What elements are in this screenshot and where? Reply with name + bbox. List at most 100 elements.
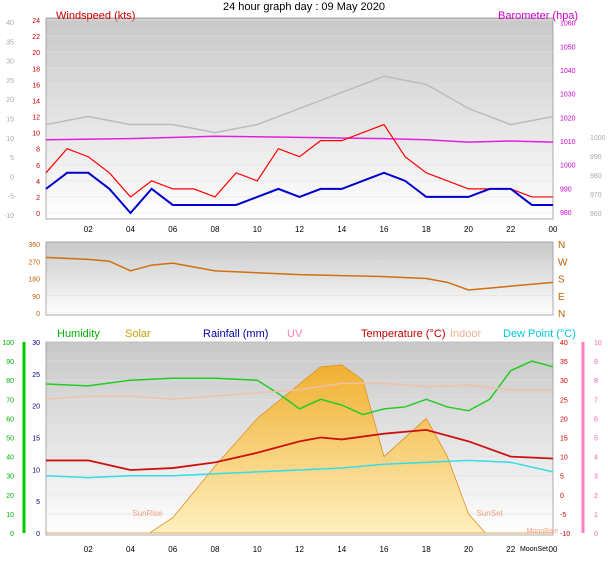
temperature-tick: -10 <box>560 531 570 538</box>
barometer-tick: 1060 <box>560 21 576 28</box>
x-tick: 16 <box>380 545 389 554</box>
temperature-tick: 40 <box>560 340 568 347</box>
temperature-tick: 30 <box>560 378 568 385</box>
uv-tick: 5 <box>594 436 598 443</box>
rainfall-tick: 30 <box>32 340 40 347</box>
humidity-tick: 20 <box>6 493 14 500</box>
humidity-tick: 0 <box>10 531 14 538</box>
windspeed-tick: 20 <box>32 50 40 57</box>
moonrise-label: MoonRise <box>527 528 559 535</box>
x-tick: 10 <box>253 225 262 234</box>
uv-tick: 4 <box>594 455 598 462</box>
x-tick: 12 <box>295 545 304 554</box>
windspeed-tick: 18 <box>32 66 40 73</box>
windspeed-tick: 14 <box>32 98 40 105</box>
uv-tick: 3 <box>594 474 598 481</box>
direction-degree-tick: 360 <box>28 242 40 249</box>
barometer-grey-tick: 1000 <box>590 135 606 142</box>
direction-degree-tick: 270 <box>28 259 40 266</box>
temperature-tick: 0 <box>560 493 564 500</box>
uv-tick: 0 <box>594 531 598 538</box>
sunset-label: SunSet <box>477 509 504 518</box>
uv-tick: 1 <box>594 512 598 519</box>
legend-label: Temperature (°C) <box>361 328 445 340</box>
x-tick: 14 <box>337 545 346 554</box>
compass-tick: W <box>558 257 568 268</box>
humidity-tick: 60 <box>6 416 14 423</box>
x-tick: 02 <box>84 225 93 234</box>
x-tick: 08 <box>211 225 220 234</box>
humidity-tick: 30 <box>6 474 14 481</box>
temperature-tick: -5 <box>560 512 566 519</box>
temperature-tick: 25 <box>560 397 568 404</box>
barometer-tick: 1050 <box>560 44 576 51</box>
legend-label: Solar <box>125 328 151 340</box>
rainfall-tick: 5 <box>36 499 40 506</box>
humidity-tick: 40 <box>6 455 14 462</box>
uv-tick: 7 <box>594 397 598 404</box>
gust-tick: 40 <box>6 20 14 27</box>
graph-title: 24 hour graph day : 09 May 2020 <box>223 1 385 13</box>
gust-tick: 5 <box>10 155 14 162</box>
compass-tick: E <box>558 292 565 303</box>
compass-tick: N <box>558 309 565 320</box>
barometer-tick: 980 <box>560 210 572 217</box>
legend-label: Rainfall (mm) <box>203 328 268 340</box>
direction-degree-tick: 90 <box>32 294 40 301</box>
uv-tick: 9 <box>594 359 598 366</box>
barometer-tick: 1010 <box>560 139 576 146</box>
x-tick: 06 <box>168 225 177 234</box>
windspeed-tick: 4 <box>36 179 40 186</box>
gust-tick: 35 <box>6 39 14 46</box>
windspeed-tick: 12 <box>32 115 40 122</box>
windspeed-tick: 24 <box>32 18 40 25</box>
legend-label: Dew Point (°C) <box>503 328 576 340</box>
humidity-tick: 10 <box>6 512 14 519</box>
gust-tick: 30 <box>6 59 14 66</box>
gust-tick: -5 <box>8 194 14 201</box>
gust-tick: 15 <box>6 117 14 124</box>
rainfall-tick: 10 <box>32 467 40 474</box>
uv-tick: 10 <box>594 340 602 347</box>
barometer-tick: 1040 <box>560 68 576 75</box>
x-tick: 06 <box>168 545 177 554</box>
temperature-tick: 20 <box>560 416 568 423</box>
x-tick: 00 <box>549 545 558 554</box>
barometer-tick: 1000 <box>560 163 576 170</box>
humidity-tick: 50 <box>6 436 14 443</box>
x-tick: 12 <box>295 225 304 234</box>
humidity-tick: 70 <box>6 397 14 404</box>
x-tick: 02 <box>84 545 93 554</box>
legend-label: UV <box>287 328 303 340</box>
gust-tick: 20 <box>6 97 14 104</box>
barometer-grey-tick: 990 <box>590 154 602 161</box>
uv-tick: 6 <box>594 416 598 423</box>
direction-degree-tick: 180 <box>28 277 40 284</box>
legend-label: Humidity <box>57 328 100 340</box>
x-tick: 08 <box>211 545 220 554</box>
rainfall-tick: 0 <box>36 531 40 538</box>
rainfall-tick: 20 <box>32 404 40 411</box>
windspeed-tick: 22 <box>32 34 40 41</box>
windspeed-tick: 8 <box>36 147 40 154</box>
uv-tick: 8 <box>594 378 598 385</box>
windspeed-tick: 6 <box>36 163 40 170</box>
x-tick: 04 <box>126 545 135 554</box>
barometer-tick: 1020 <box>560 115 576 122</box>
x-tick: 22 <box>506 545 515 554</box>
x-tick: 20 <box>464 545 473 554</box>
humidity-tick: 90 <box>6 359 14 366</box>
legend-label: Indoor <box>450 328 482 340</box>
barometer-grey-tick: 970 <box>590 192 602 199</box>
humidity-tick: 80 <box>6 378 14 385</box>
barometer-grey-tick: 960 <box>590 211 602 218</box>
windspeed-tick: 2 <box>36 195 40 202</box>
sunrise-label: SunRise <box>132 509 163 518</box>
temperature-tick: 15 <box>560 436 568 443</box>
humidity-tick: 100 <box>2 340 14 347</box>
windspeed-tick: 0 <box>36 211 40 218</box>
gust-tick: 10 <box>6 136 14 143</box>
compass-tick: S <box>558 275 565 286</box>
barometer-grey-tick: 980 <box>590 173 602 180</box>
